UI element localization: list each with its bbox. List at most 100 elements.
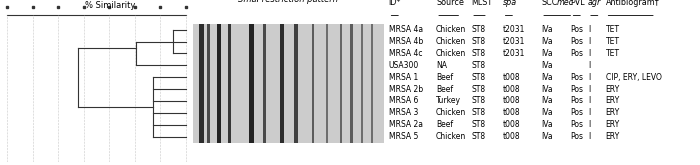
FancyBboxPatch shape	[326, 24, 328, 143]
Text: IVa: IVa	[541, 120, 553, 129]
Text: MRSA 3: MRSA 3	[389, 108, 418, 117]
Text: IVa: IVa	[541, 37, 553, 46]
Text: Beef: Beef	[436, 85, 453, 94]
Text: t008: t008	[503, 132, 520, 141]
Text: USA300: USA300	[389, 61, 419, 70]
Text: Pos: Pos	[570, 37, 584, 46]
FancyBboxPatch shape	[228, 24, 231, 143]
FancyBboxPatch shape	[248, 24, 254, 143]
Text: MRSA 1: MRSA 1	[389, 73, 418, 82]
Text: I: I	[588, 61, 590, 70]
Text: PVL: PVL	[570, 0, 585, 7]
Text: TET: TET	[606, 25, 620, 34]
Text: MRSA 2b: MRSA 2b	[389, 85, 423, 94]
Text: ID*: ID*	[389, 0, 401, 7]
Text: NA: NA	[436, 61, 447, 70]
Text: ERY: ERY	[606, 97, 620, 105]
Text: Chicken: Chicken	[436, 108, 466, 117]
Text: ERY: ERY	[606, 120, 620, 129]
Text: Antibiogram†: Antibiogram†	[606, 0, 659, 7]
Text: IVa: IVa	[541, 132, 553, 141]
FancyBboxPatch shape	[217, 24, 221, 143]
Text: ST8: ST8	[471, 25, 485, 34]
Text: t2031: t2031	[503, 37, 525, 46]
Text: I: I	[588, 120, 590, 129]
Text: Chicken: Chicken	[436, 37, 466, 46]
Text: MLST: MLST	[471, 0, 492, 7]
FancyBboxPatch shape	[206, 24, 210, 143]
Text: IVa: IVa	[541, 73, 553, 82]
Text: ST8: ST8	[471, 73, 485, 82]
Text: Turkey: Turkey	[436, 97, 461, 105]
Text: I: I	[588, 37, 590, 46]
FancyBboxPatch shape	[262, 24, 266, 143]
Text: t2031: t2031	[503, 49, 525, 58]
Text: I: I	[588, 49, 590, 58]
Text: ST8: ST8	[471, 85, 485, 94]
FancyBboxPatch shape	[193, 24, 384, 143]
Text: spa: spa	[503, 0, 517, 7]
Text: Chicken: Chicken	[436, 49, 466, 58]
Text: Pos: Pos	[570, 132, 584, 141]
Text: Chicken: Chicken	[436, 25, 466, 34]
Text: MRSA 4c: MRSA 4c	[389, 49, 422, 58]
Text: Beef: Beef	[436, 120, 453, 129]
Text: IVa: IVa	[541, 25, 553, 34]
Text: IVa: IVa	[541, 97, 553, 105]
Text: MRSA 2a: MRSA 2a	[389, 120, 423, 129]
Text: Beef: Beef	[436, 73, 453, 82]
Text: t008: t008	[503, 85, 520, 94]
Text: I: I	[588, 108, 590, 117]
Text: ST8: ST8	[471, 37, 485, 46]
Text: IVa: IVa	[541, 49, 553, 58]
Text: Pos: Pos	[570, 49, 584, 58]
Text: I: I	[588, 73, 590, 82]
FancyBboxPatch shape	[294, 24, 298, 143]
Text: Pos: Pos	[570, 85, 584, 94]
FancyBboxPatch shape	[340, 24, 342, 143]
Text: I: I	[588, 132, 590, 141]
Text: I: I	[588, 97, 590, 105]
Text: ST8: ST8	[471, 108, 485, 117]
Text: agr: agr	[588, 0, 601, 7]
Text: ST8: ST8	[471, 61, 485, 70]
FancyBboxPatch shape	[360, 24, 363, 143]
Text: ST8: ST8	[471, 97, 485, 105]
FancyBboxPatch shape	[199, 24, 204, 143]
Text: Chicken: Chicken	[436, 132, 466, 141]
Text: mec: mec	[556, 0, 573, 7]
Text: Source: Source	[436, 0, 464, 7]
Text: % Similarity: % Similarity	[85, 1, 135, 10]
FancyBboxPatch shape	[280, 24, 284, 143]
Text: ST8: ST8	[471, 132, 485, 141]
Text: IVa: IVa	[541, 61, 553, 70]
Text: ERY: ERY	[606, 85, 620, 94]
FancyBboxPatch shape	[350, 24, 353, 143]
Text: Pos: Pos	[570, 73, 584, 82]
Text: ERY: ERY	[606, 108, 620, 117]
FancyBboxPatch shape	[371, 24, 373, 143]
Text: Pos: Pos	[570, 108, 584, 117]
Text: ERY: ERY	[606, 132, 620, 141]
Text: MRSA 5: MRSA 5	[389, 132, 418, 141]
Text: I: I	[588, 25, 590, 34]
Text: CIP, ERY, LEVO: CIP, ERY, LEVO	[606, 73, 662, 82]
Text: t008: t008	[503, 120, 520, 129]
Text: Pos: Pos	[570, 25, 584, 34]
FancyBboxPatch shape	[312, 24, 314, 143]
Text: Pos: Pos	[570, 120, 584, 129]
Text: Pos: Pos	[570, 97, 584, 105]
Text: t008: t008	[503, 108, 520, 117]
Text: ST8: ST8	[471, 120, 485, 129]
Text: IVa: IVa	[541, 85, 553, 94]
Text: ST8: ST8	[471, 49, 485, 58]
Text: MRSA 4b: MRSA 4b	[389, 37, 423, 46]
Text: I: I	[588, 85, 590, 94]
Text: IVa: IVa	[541, 108, 553, 117]
Text: SCC: SCC	[541, 0, 557, 7]
Text: TET: TET	[606, 37, 620, 46]
Text: TET: TET	[606, 49, 620, 58]
Text: t008: t008	[503, 97, 520, 105]
Text: t008: t008	[503, 73, 520, 82]
Text: t2031: t2031	[503, 25, 525, 34]
